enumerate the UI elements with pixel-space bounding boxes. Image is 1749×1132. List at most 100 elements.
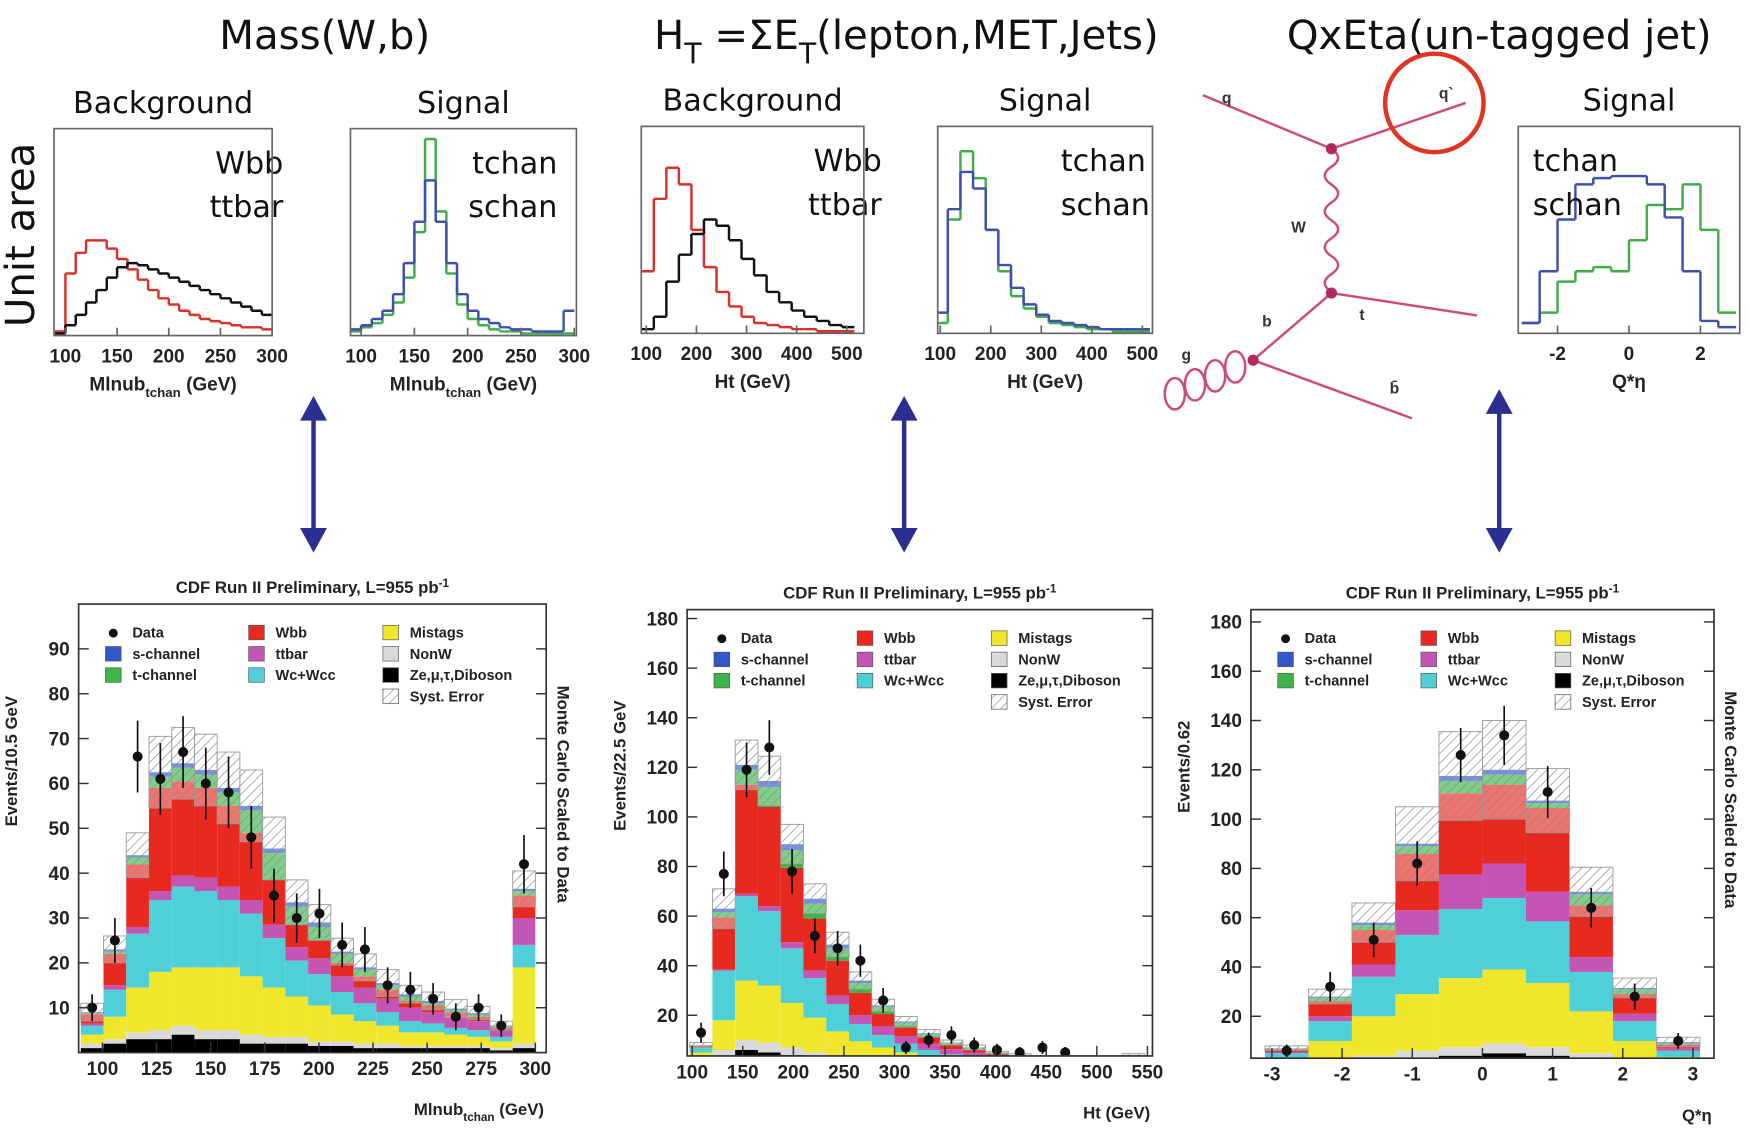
- stack-segment: [330, 1014, 354, 1042]
- syst-band: [1099, 1059, 1122, 1060]
- stack-segment: [171, 1025, 195, 1035]
- x-tick-label: 2: [1617, 1065, 1628, 1086]
- stack-segment: [1569, 1059, 1613, 1065]
- stack-segment: [308, 958, 331, 975]
- stack-segment: [940, 1045, 963, 1050]
- plot-frame: [936, 125, 1154, 335]
- data-point: [178, 747, 189, 758]
- data-point: [718, 868, 729, 879]
- data-point: [291, 912, 302, 924]
- y-tick-label: 70: [49, 729, 70, 750]
- heading: Mass(W,b): [219, 13, 430, 59]
- stack-segment: [848, 1041, 872, 1056]
- stack-segment: [894, 1052, 918, 1056]
- stack-segment: [803, 978, 827, 1018]
- side-label: Monte Carlo Scaled to Data: [1721, 691, 1740, 909]
- stack-segment: [126, 987, 149, 1033]
- x-axis-label: Ht (GeV): [715, 372, 791, 393]
- arrow-head: [300, 527, 327, 553]
- x-tick-label: 200: [778, 1062, 810, 1083]
- legend-swatch: [1554, 673, 1572, 689]
- stack-segment: [148, 971, 172, 1031]
- legend-label: schan: [468, 190, 557, 225]
- stack-segment: [735, 784, 758, 894]
- x-tick-label: 100: [50, 346, 82, 367]
- x-tick-label: 100: [676, 1062, 708, 1083]
- x-tick-label: 500: [831, 344, 863, 365]
- stack-segment: [803, 1017, 827, 1053]
- stack-segment: [239, 913, 263, 977]
- stack-segment: [780, 1002, 804, 1048]
- stack-segment: [826, 995, 849, 1005]
- stack-segment: [1008, 1060, 1031, 1061]
- stack-segment: [512, 1048, 536, 1053]
- stack-segment: [217, 967, 240, 1031]
- x-tick-label: 3: [1688, 1065, 1699, 1086]
- arrow-head: [1485, 389, 1513, 414]
- stack-segment: [1525, 921, 1570, 984]
- data-point: [1629, 991, 1640, 1002]
- legend-marker: [1281, 634, 1291, 644]
- y-tick-label: 180: [646, 609, 678, 630]
- text-part: CDF Run II Preliminary, L=955 pb: [783, 583, 1046, 602]
- gluon-loop: [1223, 350, 1247, 384]
- data-point: [1037, 1042, 1048, 1053]
- data-point: [1368, 934, 1379, 945]
- stack-segment: [1569, 1053, 1613, 1059]
- legend-swatch: [991, 630, 1008, 646]
- data-point: [314, 908, 325, 919]
- chart-title: Signal: [999, 84, 1092, 119]
- y-tick-label: 140: [646, 708, 678, 729]
- legend-marker: [108, 628, 118, 638]
- stack-segment: [871, 1047, 895, 1056]
- stack-segment: [757, 1042, 781, 1053]
- stack-segment: [126, 1039, 149, 1053]
- data-point: [1281, 1045, 1292, 1056]
- x-tick-label: -2: [1334, 1065, 1351, 1086]
- chart-title: CDF Run II Preliminary, L=955 pb-1: [1346, 583, 1620, 603]
- syst-band: [1077, 1059, 1100, 1060]
- x-tick-label: 100: [630, 344, 662, 365]
- stack-segment: [1008, 1064, 1031, 1065]
- stack-segment: [148, 891, 172, 901]
- stack-segment: [735, 1049, 758, 1056]
- data-point: [246, 832, 257, 843]
- script-text: tchan: [446, 385, 481, 400]
- stack-segment: [803, 1052, 827, 1056]
- legend-label: s-channel: [741, 652, 809, 668]
- text-part: CDF Run II Preliminary, L=955 pb: [176, 578, 439, 597]
- legend-label: Wc+Wcc: [884, 674, 944, 690]
- stack-segment: [376, 1043, 400, 1049]
- legend-swatch: [856, 673, 874, 689]
- data-point: [1060, 1047, 1071, 1056]
- stack-segment: [1308, 1016, 1352, 1022]
- x-tick-label: 200: [452, 346, 484, 367]
- x-tick-label: 100: [87, 1059, 119, 1080]
- stack-segment: [1351, 964, 1396, 977]
- legend-swatch: [105, 646, 122, 662]
- stack-segment: [780, 948, 804, 1003]
- stack-segment: [103, 985, 127, 990]
- stack-segment: [871, 1014, 895, 1027]
- x-tick-label: 300: [520, 1059, 552, 1080]
- x-tick-label: 300: [879, 1062, 911, 1083]
- diagram-label: t: [1359, 307, 1365, 324]
- stack-segment: [239, 1043, 263, 1053]
- data-point: [741, 764, 752, 775]
- x-axis-label: Q*η: [1682, 1106, 1712, 1125]
- syst-band: [689, 1042, 713, 1048]
- stack-segment: [1482, 969, 1526, 1044]
- stack-segment: [467, 1030, 490, 1037]
- legend-label: t-channel: [741, 674, 806, 690]
- chart-title: Signal: [1583, 84, 1676, 119]
- stack-segment: [330, 976, 354, 993]
- stack-segment: [262, 1036, 286, 1044]
- stack-segment: [353, 987, 377, 1004]
- stack-segment: [126, 933, 149, 988]
- legend-swatch: [1277, 673, 1294, 689]
- vertex: [1247, 354, 1259, 366]
- data-point: [428, 993, 439, 1004]
- stack-segment: [689, 1052, 713, 1056]
- stack-segment: [148, 1039, 172, 1053]
- plot-area: [350, 137, 575, 335]
